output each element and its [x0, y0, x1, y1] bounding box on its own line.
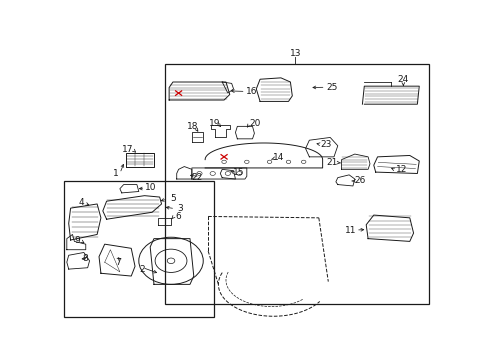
- Text: 17: 17: [122, 145, 133, 154]
- Text: 13: 13: [289, 49, 301, 58]
- Bar: [165, 64, 428, 304]
- Polygon shape: [366, 215, 413, 242]
- Polygon shape: [362, 86, 418, 104]
- Polygon shape: [191, 168, 246, 179]
- Polygon shape: [158, 218, 171, 225]
- Polygon shape: [222, 82, 233, 93]
- Polygon shape: [235, 126, 254, 139]
- Text: 12: 12: [395, 165, 407, 174]
- Text: 16: 16: [245, 87, 257, 96]
- Polygon shape: [305, 138, 337, 157]
- Text: 23: 23: [319, 140, 331, 149]
- Text: 22: 22: [191, 173, 202, 182]
- Text: 26: 26: [354, 176, 366, 185]
- Polygon shape: [102, 195, 161, 219]
- Text: 15: 15: [232, 168, 244, 177]
- Polygon shape: [220, 169, 235, 179]
- Text: 21: 21: [326, 158, 338, 167]
- Text: 20: 20: [248, 118, 260, 127]
- Polygon shape: [67, 252, 89, 269]
- Polygon shape: [341, 154, 369, 169]
- Polygon shape: [205, 143, 322, 168]
- Text: 4: 4: [79, 198, 84, 207]
- Text: 18: 18: [186, 122, 198, 131]
- Polygon shape: [99, 244, 135, 276]
- Text: 8: 8: [82, 255, 88, 264]
- Bar: [64, 181, 213, 317]
- Text: 6: 6: [175, 212, 181, 221]
- Polygon shape: [67, 234, 85, 250]
- Polygon shape: [210, 125, 229, 138]
- Text: 19: 19: [209, 118, 220, 127]
- Polygon shape: [169, 82, 229, 100]
- Text: 1: 1: [113, 169, 119, 178]
- Text: 25: 25: [325, 83, 337, 92]
- Text: 3: 3: [177, 204, 183, 213]
- Polygon shape: [373, 156, 418, 174]
- Polygon shape: [120, 185, 139, 193]
- Text: 11: 11: [345, 226, 356, 235]
- Polygon shape: [176, 167, 191, 179]
- Text: 24: 24: [397, 75, 408, 84]
- Text: 5: 5: [170, 194, 176, 203]
- Polygon shape: [335, 175, 354, 186]
- Polygon shape: [125, 153, 154, 167]
- Polygon shape: [191, 132, 203, 141]
- Text: 9: 9: [74, 236, 80, 245]
- Text: 10: 10: [145, 183, 156, 192]
- Polygon shape: [256, 78, 292, 102]
- Text: 7: 7: [115, 258, 121, 267]
- Polygon shape: [68, 204, 101, 240]
- Circle shape: [139, 237, 203, 284]
- Polygon shape: [150, 239, 193, 284]
- Text: 14: 14: [272, 153, 284, 162]
- Text: 2: 2: [139, 265, 145, 274]
